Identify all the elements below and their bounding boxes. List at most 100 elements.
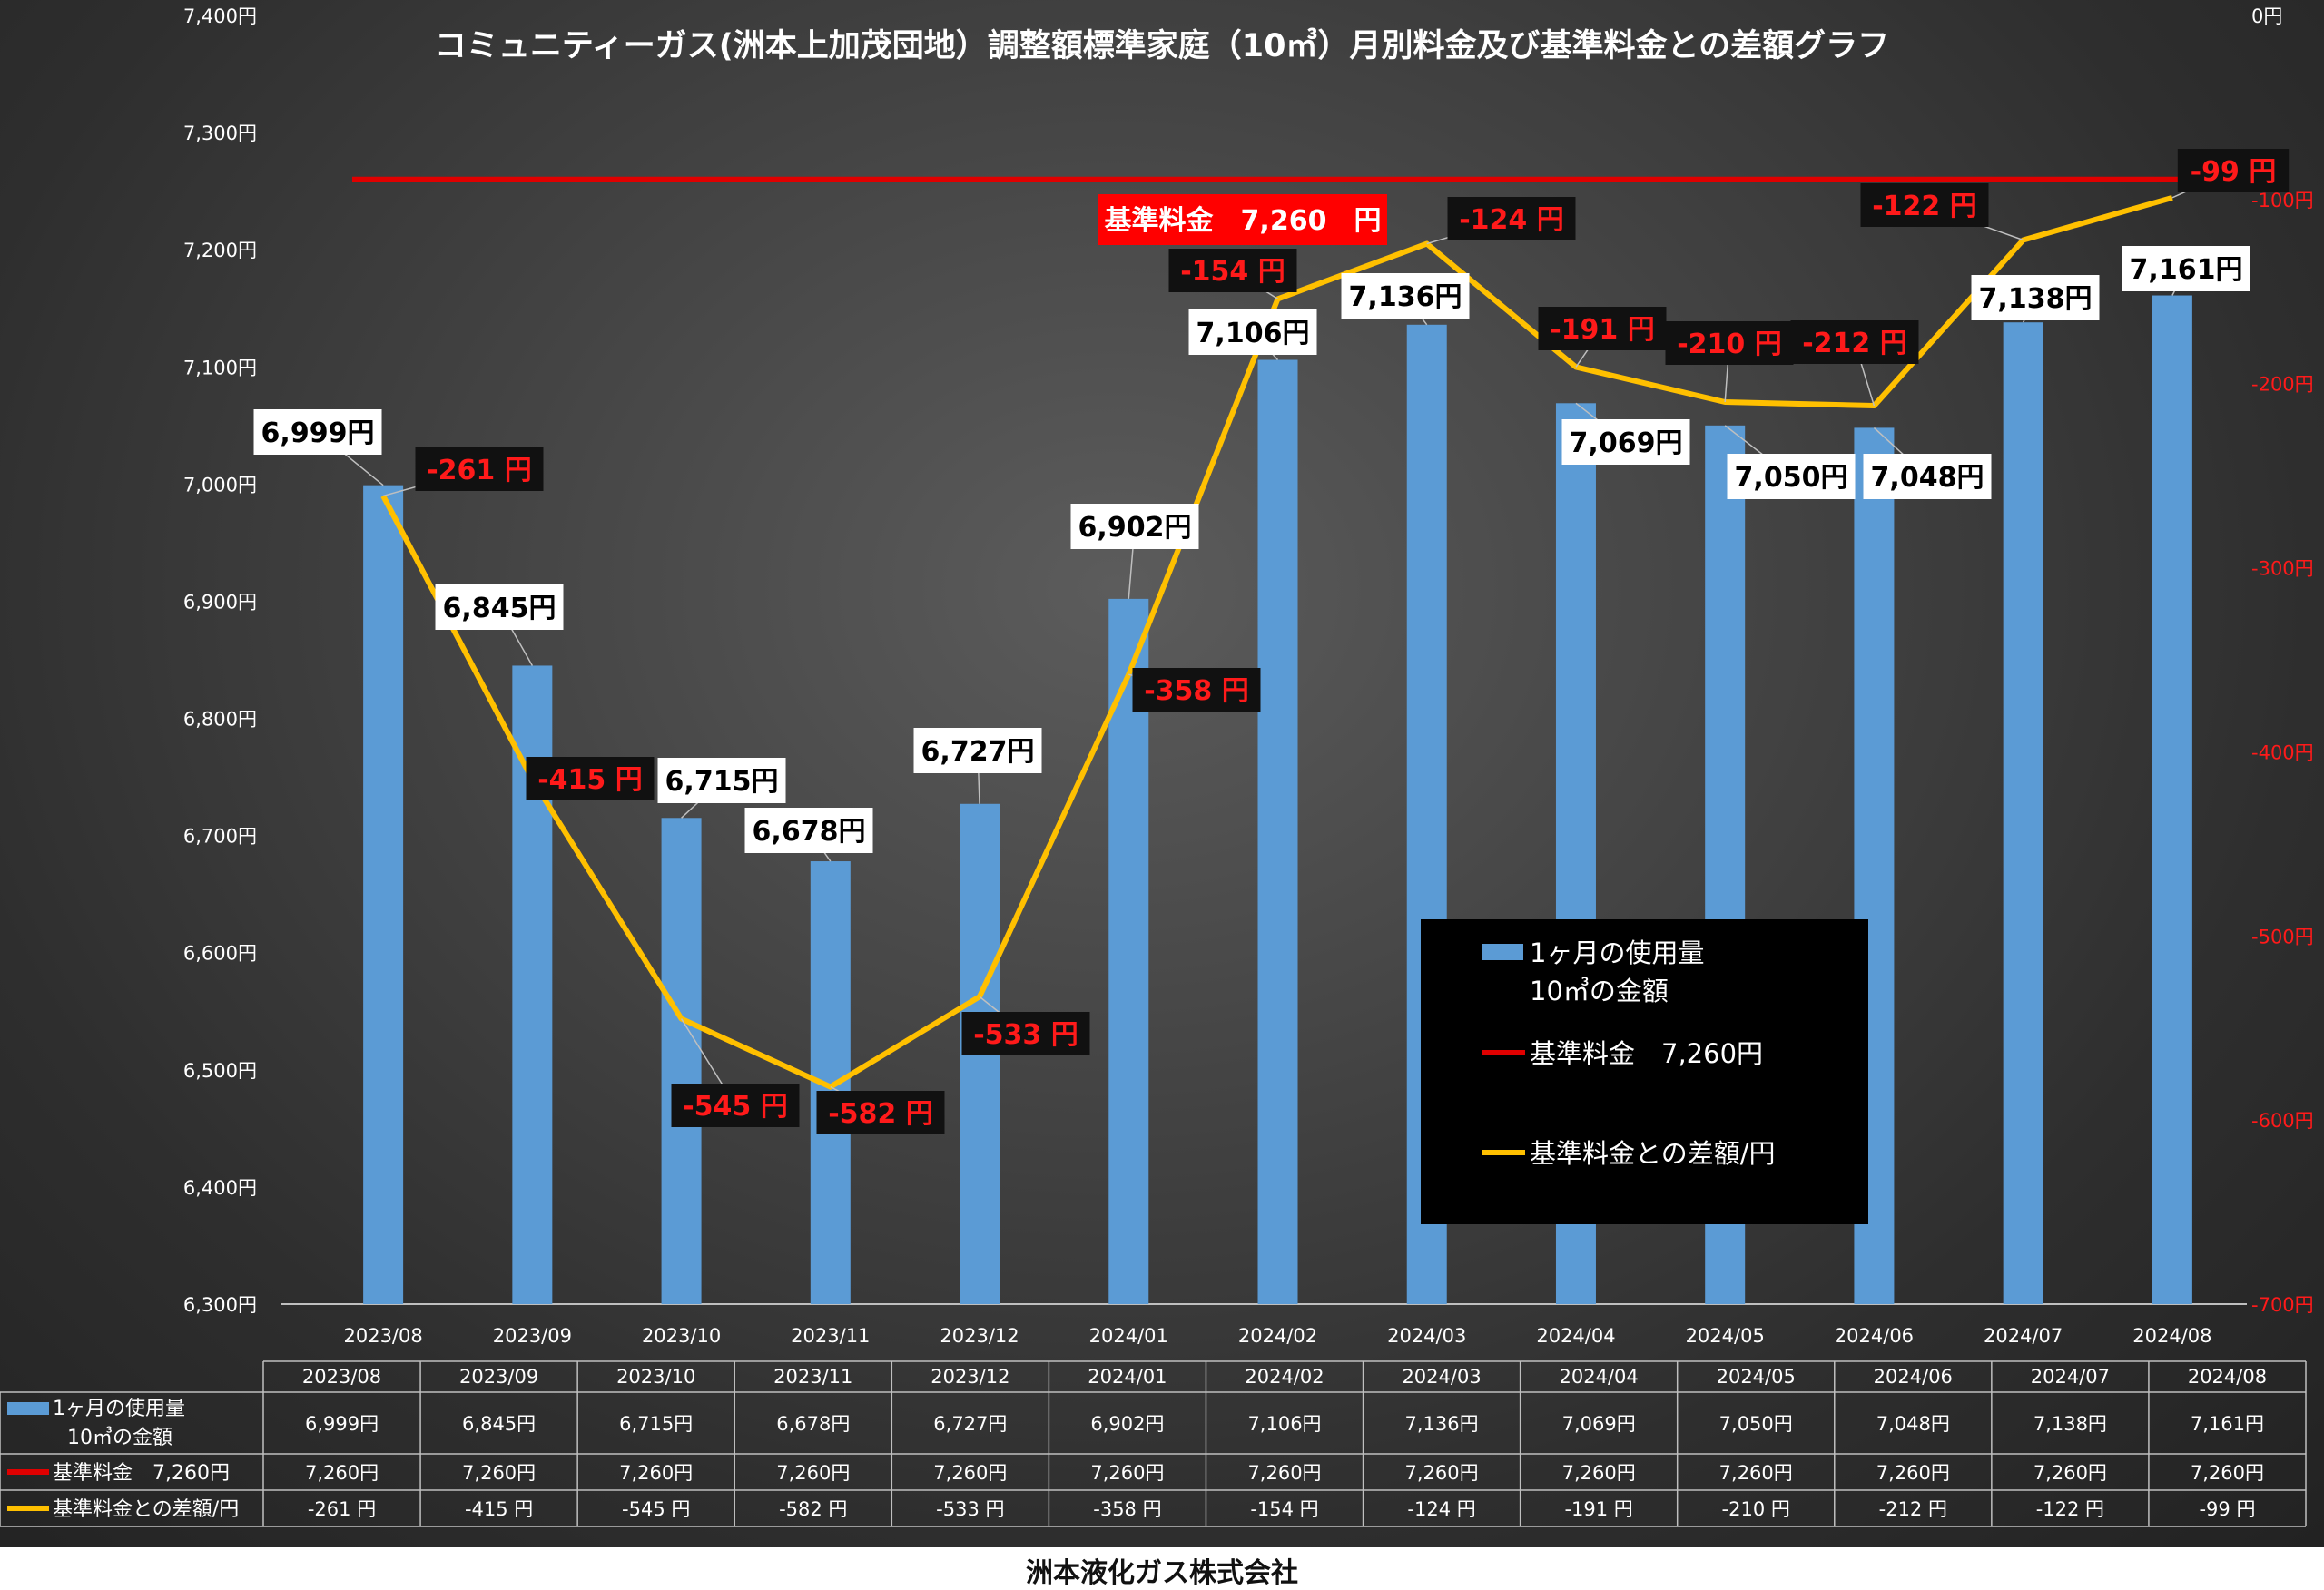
bar <box>1257 359 1298 1304</box>
bar-value-label: 7,050円 <box>1735 462 1848 494</box>
x-axis-tick-label: 2023/08 <box>343 1325 422 1347</box>
table-cell: 7,260円 <box>1876 1462 1950 1484</box>
table-header-cell: 2023/10 <box>616 1366 695 1388</box>
company-name: 洲本液化ガス株式会社 <box>1026 1557 1298 1589</box>
x-axis-tick-label: 2024/04 <box>1536 1325 1615 1347</box>
table-header-cell: 2023/09 <box>459 1366 538 1388</box>
bar-value-label: 7,136円 <box>1349 281 1462 313</box>
chart-frame: コミュニティーガス(洲本上加茂団地）調整額標準家庭（10㎥）月別料金及び基準料金… <box>0 0 2324 1547</box>
legend-label-bars: 10㎥の金額 <box>1530 976 1669 1006</box>
right-axis-tick-label: -500円 <box>2251 926 2314 947</box>
table-header-cell: 2024/01 <box>1088 1366 1167 1388</box>
difference-label-box <box>816 1091 945 1134</box>
table-cell: 6,727円 <box>933 1413 1007 1435</box>
difference-value-label: -415 円 <box>537 764 643 796</box>
x-axis-tick-label: 2024/02 <box>1238 1325 1317 1347</box>
legend-box <box>1421 919 1868 1224</box>
right-axis-tick-label: -200円 <box>2251 374 2314 396</box>
table-cell: 7,161円 <box>2191 1413 2264 1435</box>
left-axis-tick-label: 6,700円 <box>183 826 257 848</box>
bar-value-label: 7,069円 <box>1570 427 1683 459</box>
table-cell: -415 円 <box>465 1498 533 1520</box>
bar-value-label: 7,138円 <box>1979 283 2093 315</box>
bar-value-label: 7,048円 <box>1871 462 1984 494</box>
table-cell: 7,260円 <box>2191 1462 2264 1484</box>
bar <box>2003 322 2043 1305</box>
difference-label-box <box>1447 197 1576 240</box>
x-axis-tick-label: 2023/12 <box>940 1325 1019 1347</box>
left-axis-tick-label: 6,900円 <box>183 591 257 613</box>
bar <box>2152 295 2192 1304</box>
table-cell: 7,260円 <box>2034 1462 2107 1484</box>
left-axis-tick-label: 7,200円 <box>183 240 257 261</box>
bar <box>661 818 702 1304</box>
bar-value-label: 6,715円 <box>665 766 779 798</box>
left-axis-tick-label: 7,100円 <box>183 357 257 378</box>
table-cell: 7,069円 <box>1562 1413 1636 1435</box>
bar-value-label: 7,161円 <box>2130 254 2243 286</box>
difference-value-label: -533 円 <box>973 1019 1078 1051</box>
difference-value-label: -210 円 <box>1677 329 1782 360</box>
bar-value-label: 6,845円 <box>443 593 556 624</box>
table-cell: -99 円 <box>2199 1498 2255 1520</box>
difference-label-box <box>1538 307 1667 350</box>
table-cell: 7,050円 <box>1719 1413 1793 1435</box>
table-cell: 7,260円 <box>305 1462 379 1484</box>
left-axis-tick-label: 7,300円 <box>183 123 257 144</box>
difference-value-label: -358 円 <box>1144 675 1249 707</box>
table-cell: 7,260円 <box>462 1462 536 1484</box>
table-header-cell: 2023/11 <box>773 1366 852 1388</box>
left-axis-tick-label: 6,300円 <box>183 1294 257 1316</box>
x-axis-tick-label: 2024/07 <box>1984 1325 2063 1347</box>
bar-label-box <box>1863 454 1992 499</box>
bar-value-label: 6,678円 <box>753 816 866 848</box>
chart-title: コミュニティーガス(洲本上加茂団地）調整額標準家庭（10㎥）月別料金及び基準料金… <box>435 27 1889 64</box>
bar-label-box <box>1070 504 1199 549</box>
difference-label-box <box>961 1012 1090 1055</box>
table-cell: 6,999円 <box>305 1413 379 1435</box>
table-cell: 7,260円 <box>1090 1462 1164 1484</box>
right-axis-tick-label: -700円 <box>2251 1294 2314 1316</box>
bar-label-box <box>913 728 1042 773</box>
difference-label-box <box>526 757 655 800</box>
table-cell: 7,136円 <box>1405 1413 1479 1435</box>
table-header-cell: 2024/03 <box>1402 1366 1481 1388</box>
table-cell: 7,260円 <box>1562 1462 1636 1484</box>
table-cell: -582 円 <box>779 1498 847 1520</box>
table-cell: -212 円 <box>1879 1498 1947 1520</box>
table-cell: 7,260円 <box>1405 1462 1479 1484</box>
table-cell: 6,845円 <box>462 1413 536 1435</box>
difference-value-label: -212 円 <box>1802 328 1907 359</box>
difference-label-box <box>415 447 544 491</box>
difference-value-label: -124 円 <box>1459 204 1564 236</box>
difference-label-box <box>1132 668 1261 712</box>
table-header-cell: 2024/08 <box>2188 1366 2267 1388</box>
table-key-bars <box>7 1402 49 1415</box>
table-cell: 7,260円 <box>1247 1462 1321 1484</box>
bar-label-box <box>435 584 564 630</box>
table-cell: -124 円 <box>1407 1498 1475 1520</box>
legend-swatch-bars <box>1482 944 1523 960</box>
table-header-cell: 2023/08 <box>302 1366 381 1388</box>
bar-label-box <box>1561 419 1690 465</box>
bar-label-box <box>253 409 382 455</box>
table-cell: -154 円 <box>1250 1498 1318 1520</box>
bar-label-box <box>1727 454 1856 499</box>
table-cell: -533 円 <box>936 1498 1004 1520</box>
combo-chart: コミュニティーガス(洲本上加茂団地）調整額標準家庭（10㎥）月別料金及び基準料金… <box>0 27 2314 1527</box>
table-cell: -122 円 <box>2036 1498 2104 1520</box>
table-cell: -358 円 <box>1093 1498 1161 1520</box>
x-axis-tick-label: 2024/05 <box>1686 1325 1765 1347</box>
table-cell: -210 円 <box>1722 1498 1790 1520</box>
bar-value-label: 7,106円 <box>1196 318 1310 349</box>
right-axis-tick-label: -100円 <box>2251 190 2314 211</box>
difference-label-box <box>2177 149 2290 192</box>
table-cell: -261 円 <box>308 1498 376 1520</box>
left-axis-tick-label: 6,800円 <box>183 709 257 731</box>
difference-value-label: -261 円 <box>427 455 532 486</box>
left-axis-tick-label: 6,500円 <box>183 1060 257 1082</box>
table-cell: -191 円 <box>1564 1498 1632 1520</box>
bar-value-label: 6,902円 <box>1078 512 1192 544</box>
difference-label-box <box>1665 321 1794 365</box>
left-axis-tick-label: 7,000円 <box>183 474 257 496</box>
